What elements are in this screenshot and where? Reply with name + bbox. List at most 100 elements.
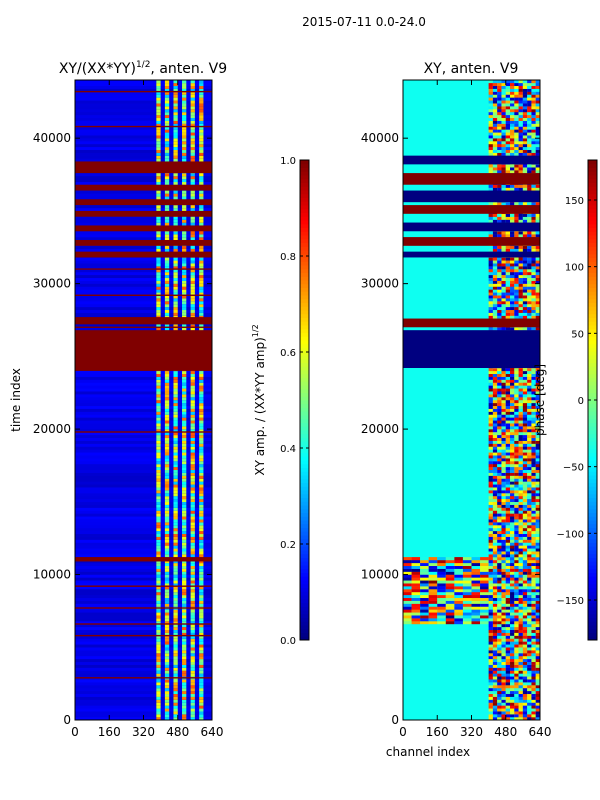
heatmap-cell [190,88,195,92]
heatmap-row [75,577,212,581]
heatmap-cell [497,80,502,84]
heatmap-cell [501,397,506,401]
colorbar-segment [300,595,309,600]
panel-phase-title: XY, anten. V9 [424,61,519,77]
heatmap-cell [182,231,187,235]
heatmap-cell [527,312,532,316]
heatmap-cell [531,170,536,174]
heatmap-cell [518,603,523,607]
heatmap-cell [428,577,438,581]
heatmap-cell [514,315,519,319]
heatmap-cell [488,266,493,270]
heatmap-cell [531,635,536,639]
heatmap-cell [522,306,528,311]
heatmap-cell [182,388,187,392]
heatmap-cell [535,120,540,124]
heatmap-cell [535,539,540,543]
heatmap-cell [522,272,528,276]
heatmap-cell [518,586,523,590]
heatmap-cell [164,114,170,119]
heatmap-cell [437,586,446,590]
heatmap-row [75,624,212,628]
heatmap-cell [190,97,195,101]
heatmap-cell [492,429,498,433]
colorbar-segment [300,460,309,465]
heatmap-cell [510,100,515,104]
heatmap-cell [403,568,412,572]
heatmap-cell [199,554,204,558]
heatmap-cell [411,571,421,575]
heatmap-cell [462,609,472,613]
heatmap-cell [164,455,170,459]
heatmap-cell [199,106,204,110]
heatmap-row [75,661,212,665]
heatmap-cell [505,94,511,98]
heatmap-cell [531,260,536,264]
colorbar-segment [300,355,309,360]
heatmap-cell [522,167,528,171]
heatmap-cell [190,528,195,532]
heatmap-cell [531,562,536,567]
heatmap-cell [505,309,511,313]
heatmap-cell [535,304,540,308]
heatmap-cell [199,158,204,162]
heatmap-cell [182,624,187,628]
heatmap-cell [522,597,528,601]
heatmap-cell [173,196,178,200]
heatmap-cell [488,475,493,479]
heatmap-cell [492,545,498,549]
heatmap-cell [522,106,528,110]
heatmap-cell [505,656,511,660]
colorbar-segment [300,441,309,446]
colorbar-segment [588,426,597,431]
heatmap-cell [527,583,532,587]
heatmap-cell [173,493,178,497]
colorbar-tick-label: 0.0 [280,636,296,647]
heatmap-cell [182,609,187,613]
heatmap-cell [531,400,536,404]
heatmap-cell [190,688,195,692]
heatmap-row [75,530,212,535]
heatmap-cell [480,583,489,587]
colorbar-segment [300,505,309,510]
heatmap-cell [190,283,195,287]
heatmap-cell [164,670,170,674]
heatmap-cell [501,417,506,421]
heatmap-cell [514,501,519,505]
heatmap-cell [531,568,536,572]
heatmap-cell [492,458,498,462]
heatmap-cell [190,327,195,331]
heatmap-cell [182,530,187,535]
heatmap-cell [199,388,204,392]
heatmap-cell [182,208,187,212]
colorbar-segment [300,632,309,637]
heatmap-cell [531,533,536,537]
heatmap-cell [488,528,493,532]
heatmap-cell [492,219,498,223]
flagged-line [75,268,212,270]
heatmap-cell [510,589,515,593]
heatmap-cell [199,126,204,130]
heatmap-cell [190,149,195,153]
heatmap-cell [173,120,178,124]
heatmap-cell [505,653,511,657]
heatmap-cell [501,126,506,130]
heatmap-cell [437,562,446,567]
heatmap-cell [531,699,536,703]
heatmap-cell [514,260,519,264]
heatmap-cell [510,146,515,151]
heatmap-cell [518,650,523,654]
heatmap-cell [190,708,195,712]
heatmap-cell [164,257,170,261]
heatmap-cell [505,530,511,535]
heatmap-cell [518,231,523,235]
heatmap-cell [522,144,528,148]
heatmap-cell [173,301,178,305]
heatmap-cell [492,589,498,593]
heatmap-cell [164,237,170,241]
heatmap-cell [164,190,170,194]
heatmap-cell [173,568,178,572]
colorbar-segment [300,205,309,210]
heatmap-cell [173,402,178,407]
heatmap-cell [199,152,204,156]
